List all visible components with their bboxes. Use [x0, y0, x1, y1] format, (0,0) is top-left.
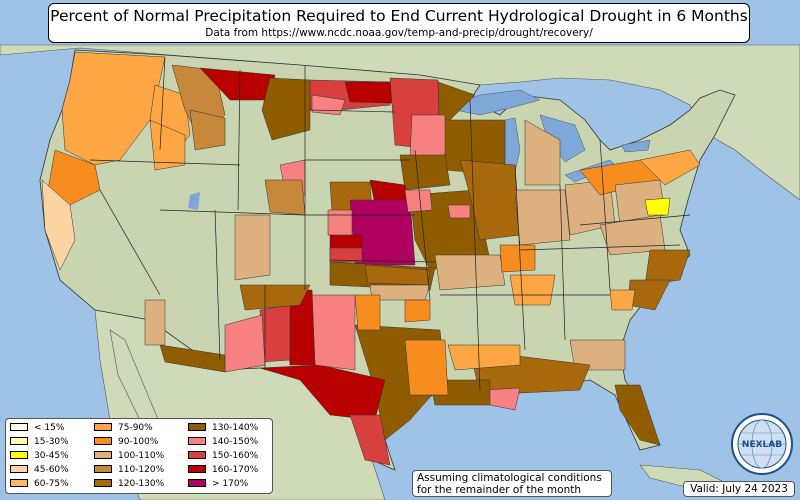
legend-label: 120-130%: [118, 479, 165, 489]
legend-swatch: [188, 436, 206, 445]
region-ny-orange: [639, 149, 701, 186]
region-nd-e: [344, 81, 393, 104]
data-source: Data from https://www.ncdc.noaa.gov/temp…: [205, 27, 593, 39]
legend-item: 45-60%: [10, 464, 69, 476]
great-salt-lake: [188, 192, 200, 210]
logo-text: NEXLAB: [742, 440, 782, 450]
region-or-orange: [149, 119, 186, 171]
legend-label: 110-120%: [118, 465, 165, 475]
region-tx-orange: [404, 339, 449, 396]
legend-swatch: [10, 478, 28, 487]
lake-superior: [444, 89, 541, 116]
valid-date: Valid: July 24 2023: [683, 481, 795, 497]
legend: < 15% 15-30% 30-45% 45-60% 60-75% 75-90% 90-10…: [5, 418, 273, 494]
legend-label: 140-150%: [212, 437, 259, 447]
region-nc-brown: [644, 249, 691, 286]
legend-label: 130-140%: [212, 423, 259, 433]
legend-swatch: [94, 422, 112, 431]
region-ks-orange: [354, 294, 381, 331]
legend-item: 15-30%: [10, 436, 69, 448]
legend-item: 120-130%: [94, 478, 164, 490]
legend-item: 30-45%: [10, 450, 69, 462]
region-tx-red2: [349, 414, 391, 466]
legend-item: 90-100%: [94, 436, 158, 448]
legend-label: 45-60%: [34, 465, 69, 475]
region-fl-brown: [614, 384, 661, 446]
region-md-yellow: [644, 197, 671, 216]
region-ar-orange: [404, 299, 431, 323]
region-co-brown: [239, 284, 311, 311]
region-wa-tan: [189, 109, 226, 151]
legend-item: 150-160%: [188, 450, 258, 462]
legend-item: 110-120%: [94, 464, 164, 476]
legend-swatch: [188, 450, 206, 459]
region-ar-tan: [434, 254, 506, 291]
legend-label: 100-110%: [118, 451, 165, 461]
region-az-pink: [224, 314, 266, 373]
legend-item: < 15%: [10, 422, 64, 434]
region-ks-red2: [329, 247, 363, 263]
region-il-brown: [459, 159, 521, 241]
region-az-brown: [159, 344, 226, 373]
legend-item: 140-150%: [188, 436, 258, 448]
legend-swatch: [10, 464, 28, 473]
region-ia-pink: [404, 189, 433, 213]
title-box: Percent of Normal Precipitation Required…: [48, 3, 750, 43]
assumption-note: Assuming climatological conditions for t…: [412, 470, 612, 497]
legend-item: 100-110%: [94, 450, 164, 462]
region-ga-tan: [569, 339, 626, 371]
region-tn-orange: [509, 274, 556, 306]
legend-label: 160-170%: [212, 465, 259, 475]
legend-swatch: [94, 464, 112, 473]
legend-label: 60-75%: [34, 479, 69, 489]
legend-item: > 170%: [188, 478, 248, 490]
legend-swatch: [188, 478, 206, 487]
legend-label: 15-30%: [34, 437, 69, 447]
legend-swatch: [188, 464, 206, 473]
region-ia-pink2: [447, 204, 471, 219]
legend-item: 60-75%: [10, 478, 69, 490]
page-title: Percent of Normal Precipitation Required…: [50, 7, 748, 25]
state-borders: [89, 56, 691, 391]
region-pnw: [61, 51, 166, 166]
note-line-1: Assuming climatological conditions: [417, 472, 602, 484]
region-ms-orange: [447, 344, 521, 371]
legend-swatch: [188, 422, 206, 431]
legend-item: 75-90%: [94, 422, 153, 434]
legend-swatch: [94, 478, 112, 487]
nexlab-globe-logo: NEXLAB: [731, 413, 793, 475]
region-ks-pink: [327, 209, 353, 236]
region-montana-e: [261, 77, 311, 141]
legend-label: 75-90%: [118, 423, 153, 433]
legend-label: 30-45%: [34, 451, 69, 461]
legend-swatch: [94, 436, 112, 445]
legend-swatch: [10, 436, 28, 445]
canada-land: [0, 44, 800, 201]
region-tx-pink: [311, 294, 356, 371]
region-ky-orange: [499, 244, 536, 273]
legend-label: 90-100%: [118, 437, 159, 447]
region-n-california: [47, 149, 101, 206]
lake-ontario: [621, 139, 651, 153]
region-ia-brown: [399, 154, 451, 191]
legend-label: < 15%: [34, 423, 65, 433]
legend-item: 130-140%: [188, 422, 258, 434]
region-ca-coast: [41, 179, 76, 271]
region-wy: [264, 179, 306, 216]
note-line-2: for the remainder of the month: [417, 484, 582, 496]
region-ut-tan: [144, 299, 166, 346]
legend-swatch: [10, 422, 28, 431]
legend-label: > 170%: [212, 479, 249, 489]
legend-swatch: [10, 450, 28, 459]
legend-label: 150-160%: [212, 451, 259, 461]
region-co-tan: [234, 214, 271, 281]
region-ga-orange: [609, 289, 636, 311]
legend-swatch: [94, 450, 112, 459]
legend-item: 160-170%: [188, 464, 258, 476]
